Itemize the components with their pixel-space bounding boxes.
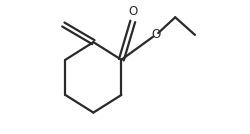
Text: O: O — [128, 5, 137, 18]
Text: O: O — [150, 28, 160, 41]
